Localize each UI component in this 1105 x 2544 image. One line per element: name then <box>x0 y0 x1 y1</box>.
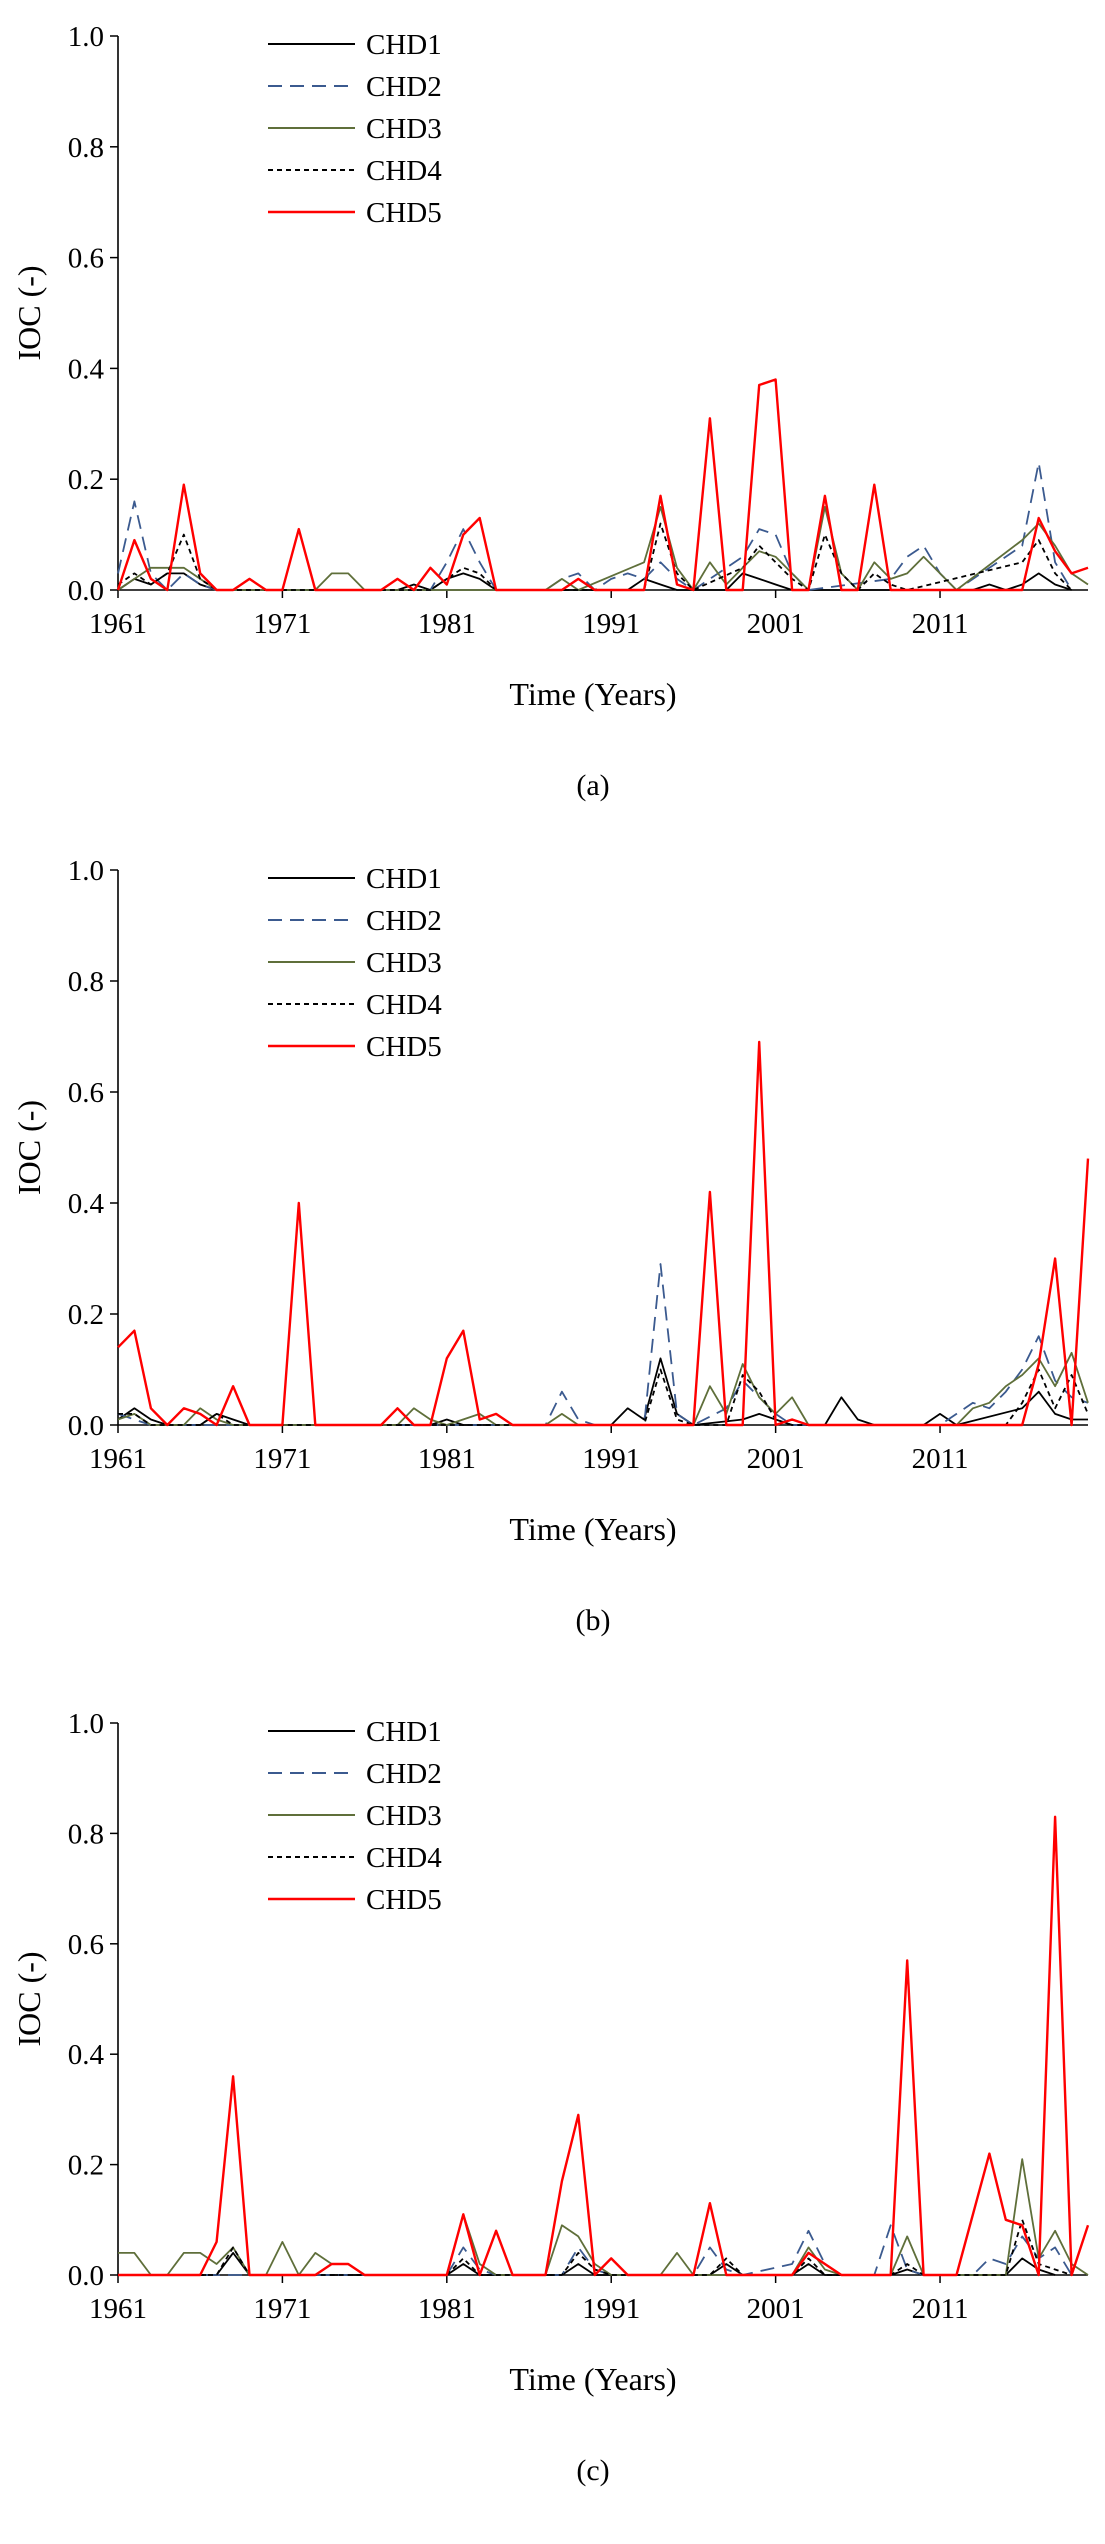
y-tick-label: 0.2 <box>68 1299 104 1331</box>
x-tick-label: 1991 <box>582 1443 640 1475</box>
series-line-chd2 <box>117 461 1073 591</box>
legend-label-chd2: CHD2 <box>366 905 442 937</box>
legend-label-chd4: CHD4 <box>366 989 442 1021</box>
series-line-chd4 <box>118 1368 1089 1426</box>
legend-label-chd1: CHD1 <box>366 1716 442 1748</box>
chart-panel-a: 0.0 0.2 0.4 0.6 0.8 1.0 1961 1971 1981 1991 2001 20… <box>11 21 1089 802</box>
y-tick-label: 0.6 <box>68 243 104 275</box>
y-tick-label: 0.2 <box>68 2150 104 2182</box>
series-line-chd2 <box>118 2224 1073 2276</box>
y-tick-label: 1.0 <box>68 21 104 53</box>
series-line-chd4 <box>117 522 1073 591</box>
y-axis-label: IOC (-) <box>11 1951 47 2046</box>
panel-label: (b) <box>576 1604 611 1637</box>
y-tick-label: 0.6 <box>68 1077 104 1109</box>
y-tick-label: 0.8 <box>68 1818 104 1850</box>
legend-label-chd5: CHD5 <box>366 1884 442 1916</box>
legend-label-chd3: CHD3 <box>366 1800 442 1832</box>
y-axis-label: IOC (-) <box>11 265 47 360</box>
legend-label-chd1: CHD1 <box>366 863 442 895</box>
x-tick-label: 1981 <box>418 608 476 640</box>
x-tick-label: 1961 <box>89 2293 147 2325</box>
y-tick-label: 0.6 <box>68 1929 104 1961</box>
y-axis-label: IOC (-) <box>11 1100 47 1195</box>
y-tick-label: 1.0 <box>68 855 104 887</box>
legend-label-chd4: CHD4 <box>366 1842 442 1874</box>
y-tick-label: 0.0 <box>68 2260 104 2292</box>
series-line-chd3 <box>118 2158 1089 2276</box>
legend-label-chd3: CHD3 <box>366 947 442 979</box>
y-tick-label: 0.0 <box>68 575 104 607</box>
x-tick-label: 1971 <box>253 608 311 640</box>
panel-label: (a) <box>576 769 609 802</box>
legend-label-chd1: CHD1 <box>366 29 442 61</box>
x-axis-label: Time (Years) <box>509 676 676 712</box>
panel-label: (c) <box>576 2454 609 2487</box>
x-tick-label: 2001 <box>747 1443 805 1475</box>
series-line-chd5 <box>116 378 1089 592</box>
x-tick-label: 2011 <box>912 2293 969 2325</box>
series-line-chd5 <box>117 1040 1090 1427</box>
series-line-chd5 <box>118 1815 1090 2277</box>
legend-label-chd4: CHD4 <box>366 155 442 187</box>
x-tick-label: 1961 <box>89 1443 147 1475</box>
y-tick-label: 0.4 <box>68 2039 105 2071</box>
y-tick-label: 0.2 <box>68 464 104 496</box>
chart-panel-b: 0.0 0.2 0.4 0.6 0.8 1.0 1961 1971 1981 1991 2001 20… <box>11 855 1090 1637</box>
x-tick-label: 2011 <box>912 1443 969 1475</box>
series-line-chd1 <box>117 1357 1088 1426</box>
x-tick-label: 1971 <box>253 2293 311 2325</box>
x-tick-label: 2001 <box>747 2293 805 2325</box>
series-line-chd3 <box>117 505 1089 591</box>
y-tick-label: 0.8 <box>68 132 104 164</box>
legend-label-chd5: CHD5 <box>366 197 442 229</box>
legend-label-chd5: CHD5 <box>366 1031 442 1063</box>
x-tick-label: 1961 <box>89 608 147 640</box>
y-tick-label: 0.8 <box>68 966 104 998</box>
legend-label-chd2: CHD2 <box>366 1758 442 1790</box>
y-tick-label: 1.0 <box>68 1708 104 1740</box>
x-tick-label: 1991 <box>582 608 640 640</box>
x-tick-label: 1991 <box>582 2293 640 2325</box>
y-tick-label: 0.4 <box>68 353 105 385</box>
x-tick-label: 1981 <box>418 1443 476 1475</box>
x-axis-label: Time (Years) <box>509 1511 676 1547</box>
x-axis-label: Time (Years) <box>509 2361 676 2397</box>
y-tick-label: 0.0 <box>68 1410 104 1442</box>
series-line-chd2 <box>117 1263 1089 1426</box>
legend-label-chd3: CHD3 <box>366 113 442 145</box>
y-tick-label: 0.4 <box>68 1188 105 1220</box>
x-tick-label: 1981 <box>418 2293 476 2325</box>
series-line-chd3 <box>117 1351 1089 1426</box>
x-tick-label: 1971 <box>253 1443 311 1475</box>
chart-panel-c: 0.0 0.2 0.4 0.6 0.8 1.0 1961 1971 1981 1991 2001 20… <box>11 1708 1090 2487</box>
legend-label-chd2: CHD2 <box>366 71 442 103</box>
x-tick-label: 2011 <box>912 608 969 640</box>
x-tick-label: 2001 <box>747 608 805 640</box>
